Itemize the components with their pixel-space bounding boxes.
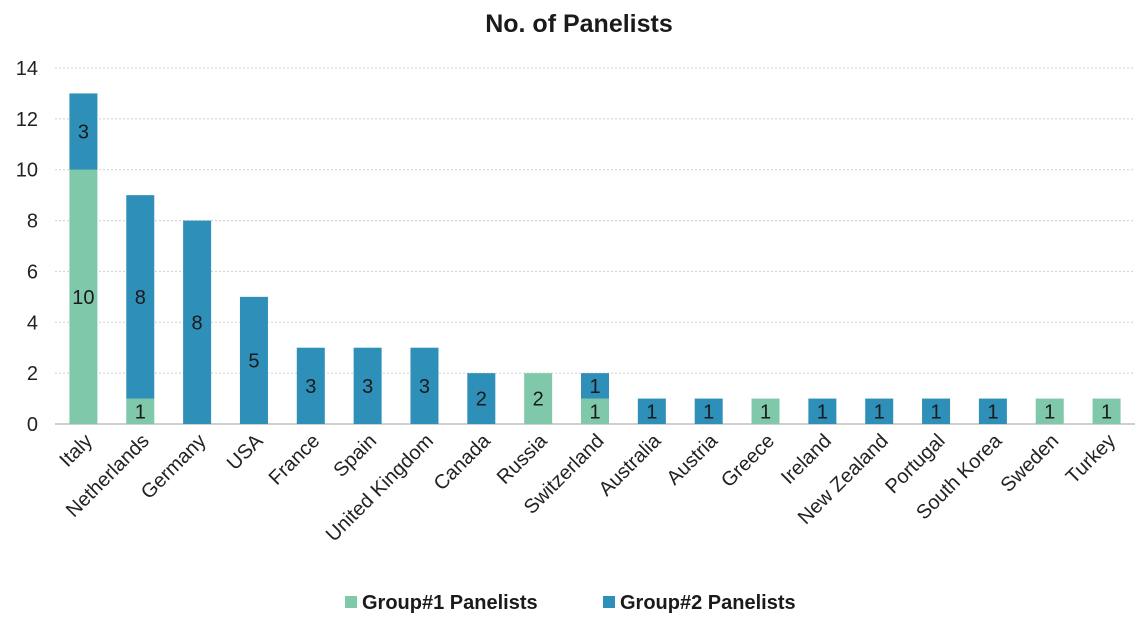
- y-tick-label: 12: [16, 109, 38, 131]
- bar-segment: [239, 296, 268, 424]
- gridlines: [55, 67, 1135, 374]
- bar-segment: [808, 398, 837, 424]
- data-label: 1: [1044, 401, 1055, 423]
- data-label: 2: [533, 389, 544, 411]
- data-label: 1: [987, 401, 998, 423]
- bar-segment: [183, 220, 212, 424]
- data-label: 1: [589, 401, 600, 423]
- x-tick-label: Austria: [663, 429, 723, 489]
- x-tick-label: France: [265, 430, 325, 490]
- bar-segment: [353, 347, 382, 424]
- legend-swatch: [345, 596, 357, 608]
- data-label: 3: [305, 376, 316, 398]
- bar-segment: [69, 93, 98, 170]
- bar-segment: [126, 195, 155, 399]
- y-tick-label: 4: [27, 312, 38, 334]
- legend-swatch: [603, 596, 615, 608]
- bars: [69, 93, 1121, 424]
- legend-label: Group#1 Panelists: [362, 592, 538, 614]
- bar-segment: [637, 398, 666, 424]
- bar-segment: [1092, 398, 1121, 424]
- bar-segment: [126, 398, 155, 424]
- bar-segment: [751, 398, 780, 424]
- x-tick-label: Italy: [55, 430, 96, 471]
- x-tick-label: Sweden: [997, 430, 1064, 497]
- data-label: 2: [476, 389, 487, 411]
- x-tick-label: Canada: [430, 429, 496, 495]
- y-tick-label: 10: [16, 160, 38, 182]
- data-label: 1: [135, 401, 146, 423]
- bar-segment: [581, 398, 609, 424]
- bar-segment: [467, 373, 496, 424]
- data-label: 1: [1101, 401, 1112, 423]
- y-tick-label: 8: [27, 211, 38, 233]
- data-label: 8: [135, 287, 146, 309]
- y-tick-label: 6: [27, 261, 38, 283]
- x-tick-label: Spain: [329, 430, 381, 482]
- data-label: 1: [874, 401, 885, 423]
- data-label: 10: [72, 287, 94, 309]
- x-tick-label: Australia: [595, 429, 666, 500]
- bar-segment: [978, 398, 1007, 424]
- bar-segment: [1035, 398, 1064, 424]
- data-label: 1: [760, 401, 771, 423]
- bar-segment: [410, 347, 439, 424]
- data-label: 1: [930, 401, 941, 423]
- legend: Group#1 Panelists Group#2 Panelists: [345, 592, 796, 614]
- data-label: 3: [362, 376, 373, 398]
- bar-segment: [581, 373, 609, 399]
- data-label: 5: [248, 350, 259, 372]
- x-tick-label: United Kingdom: [322, 430, 438, 546]
- y-tick-label: 14: [16, 58, 38, 80]
- y-tick-label: 0: [27, 414, 38, 436]
- chart-title: No. of Panelists: [485, 10, 673, 38]
- data-label: 1: [589, 376, 600, 398]
- data-label: 3: [419, 376, 430, 398]
- data-labels: 10 3 1 8 8 5 3 3 3 2 2 1 1 1 1 1 1 1 1 1 1 1: [72, 122, 1112, 424]
- x-tick-label: USA: [223, 430, 268, 475]
- bar-segment: [69, 169, 98, 424]
- data-label: 1: [646, 401, 657, 423]
- data-label: 8: [192, 312, 203, 334]
- data-label: 1: [703, 401, 714, 423]
- bar-segment: [524, 373, 553, 424]
- legend-label: Group#2 Panelists: [620, 592, 796, 614]
- bar-segment: [694, 398, 723, 424]
- bar-segment: [296, 347, 325, 424]
- y-tick-label: 2: [27, 363, 38, 385]
- x-tick-label: Greece: [717, 430, 779, 492]
- data-label: 3: [78, 122, 89, 144]
- data-label: 1: [817, 401, 828, 423]
- bar-segment: [865, 398, 894, 424]
- bar-segment: [922, 398, 951, 424]
- x-tick-label: Turkey: [1062, 430, 1120, 488]
